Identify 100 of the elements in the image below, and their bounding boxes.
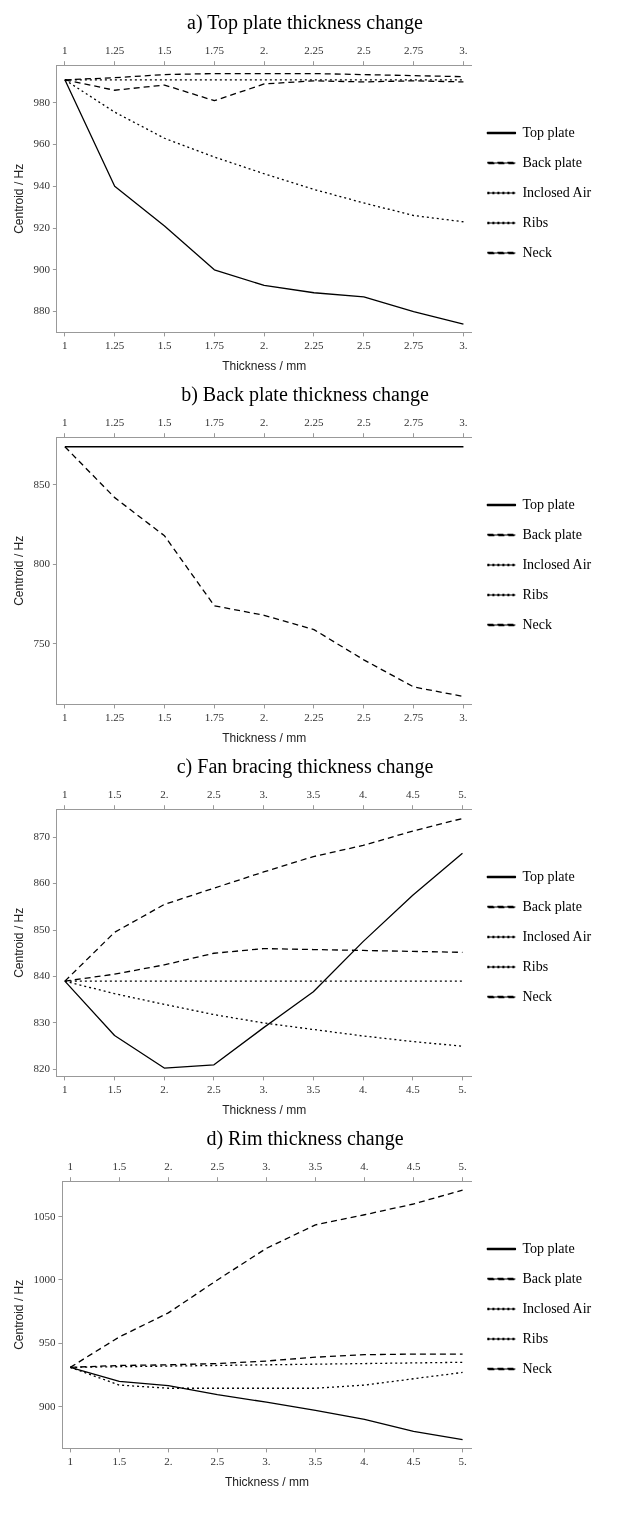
y-tick-label: 920 xyxy=(33,220,51,233)
x2-tick-label: 1 xyxy=(62,44,68,57)
x2-tick-label: 5. xyxy=(458,1160,467,1173)
x2-tick-label: 1 xyxy=(62,788,68,801)
x-tick-label: 4. xyxy=(358,1082,368,1095)
x-tick-label: 1.75 xyxy=(204,710,225,723)
x-tick-label: 2.5 xyxy=(356,710,372,723)
legend-label: Ribs xyxy=(522,1330,549,1346)
x2-tick-label: 2. xyxy=(164,1160,173,1173)
x2-tick-label: 1 xyxy=(67,1160,73,1173)
y-tick-label: 830 xyxy=(33,1015,51,1028)
x-tick-label: 4.5 xyxy=(405,1082,421,1095)
x-tick-label: 2.5 xyxy=(207,1082,222,1095)
y-tick-label: 880 xyxy=(33,304,51,317)
x-tick-label: 3. xyxy=(259,1082,269,1095)
x2-tick-label: 1 xyxy=(62,416,68,429)
y-tick-label: 850 xyxy=(33,477,51,490)
legend-label: Back plate xyxy=(522,154,582,170)
legend-label: Neck xyxy=(522,988,552,1004)
legend-label: Inclosed Air xyxy=(522,1300,592,1316)
x2-tick-label: 3.5 xyxy=(306,788,321,801)
y-tick-label: 860 xyxy=(33,876,51,889)
x-tick-label: 3. xyxy=(262,1454,271,1467)
x-tick-label: 1 xyxy=(62,710,68,723)
y-tick-label: 870 xyxy=(33,829,51,842)
chart-title: d) Rim thickness change xyxy=(206,1127,404,1151)
x-tick-label: 2. xyxy=(260,710,269,723)
legend-label: Back plate xyxy=(522,898,582,914)
y-tick-label: 940 xyxy=(33,179,51,192)
x-tick-label: 1.5 xyxy=(157,710,172,723)
x2-tick-label: 1.5 xyxy=(112,1160,127,1173)
legend-label: Top plate xyxy=(522,1240,575,1256)
x-tick-label: 1.75 xyxy=(204,338,225,351)
legend-label: Top plate xyxy=(522,496,575,512)
x2-tick-label: 2.5 xyxy=(210,1160,225,1173)
legend-label: Inclosed Air xyxy=(522,928,592,944)
x-tick-label: 5. xyxy=(458,1454,467,1467)
x-tick-label: 4.5 xyxy=(406,1454,421,1467)
x-tick-label: 2.75 xyxy=(403,338,424,351)
x-tick-label: 1.5 xyxy=(157,338,172,351)
x2-tick-label: 3. xyxy=(459,44,468,57)
x-tick-label: 1 xyxy=(62,1082,68,1095)
y-tick-label: 980 xyxy=(33,95,51,108)
legend-label: Back plate xyxy=(522,526,582,542)
x2-tick-label: 2. xyxy=(260,44,269,57)
x-tick-label: 2.75 xyxy=(403,710,424,723)
x-tick-label: 2.5 xyxy=(356,338,372,351)
x2-tick-label: 1.75 xyxy=(204,44,225,57)
x2-tick-label: 2. xyxy=(160,788,169,801)
x-axis-title: Thickness / mm xyxy=(222,359,307,374)
x-tick-label: 3. xyxy=(459,338,468,351)
legend-label: Neck xyxy=(522,1360,552,1376)
legend-label: Neck xyxy=(522,616,552,632)
y-axis-title: Centroid / Hz xyxy=(11,907,26,978)
x2-tick-label: 3. xyxy=(259,788,269,801)
x-tick-label: 1.5 xyxy=(112,1454,127,1467)
y-tick-label: 820 xyxy=(33,1062,51,1075)
x-axis-title: Thickness / mm xyxy=(224,1475,309,1490)
x2-tick-label: 2.25 xyxy=(304,416,325,429)
x2-tick-label: 2.75 xyxy=(403,44,424,57)
x-axis-title: Thickness / mm xyxy=(222,731,307,746)
y-tick-label: 850 xyxy=(33,922,51,935)
x-tick-label: 1 xyxy=(67,1454,73,1467)
x2-tick-label: 4. xyxy=(360,1160,369,1173)
legend-label: Ribs xyxy=(522,214,549,230)
x2-tick-label: 2.25 xyxy=(304,44,325,57)
y-tick-label: 800 xyxy=(33,557,51,570)
y-tick-label: 900 xyxy=(38,1399,56,1412)
x-axis-title: Thickness / mm xyxy=(222,1103,307,1118)
x2-tick-label: 1.75 xyxy=(204,416,225,429)
x-tick-label: 2. xyxy=(160,1082,169,1095)
x2-tick-label: 1.5 xyxy=(107,788,122,801)
x-tick-label: 4. xyxy=(360,1454,369,1467)
legend-label: Top plate xyxy=(522,124,575,140)
legend-label: Top plate xyxy=(522,868,575,884)
x2-tick-label: 4.5 xyxy=(406,1160,421,1173)
x-tick-label: 2. xyxy=(260,338,269,351)
legend-label: Neck xyxy=(522,244,552,260)
x2-tick-label: 3. xyxy=(459,416,468,429)
x2-tick-label: 4. xyxy=(358,788,368,801)
legend-label: Ribs xyxy=(522,586,549,602)
x-tick-label: 2. xyxy=(164,1454,173,1467)
x2-tick-label: 2.75 xyxy=(403,416,424,429)
legend-label: Inclosed Air xyxy=(522,184,592,200)
y-axis-title: Centroid / Hz xyxy=(11,163,26,234)
x2-tick-label: 4.5 xyxy=(405,788,421,801)
x2-tick-label: 3. xyxy=(262,1160,271,1173)
x-tick-label: 1.5 xyxy=(107,1082,122,1095)
legend-label: Ribs xyxy=(522,958,549,974)
legend-label: Back plate xyxy=(522,1270,582,1286)
x-tick-label: 2.5 xyxy=(210,1454,225,1467)
y-tick-label: 950 xyxy=(38,1336,56,1349)
chart-title: a) Top plate thickness change xyxy=(187,11,424,35)
x2-tick-label: 2.5 xyxy=(356,416,372,429)
x-tick-label: 2.25 xyxy=(304,338,325,351)
x2-tick-label: 2. xyxy=(260,416,269,429)
x-tick-label: 3. xyxy=(459,710,468,723)
x2-tick-label: 1.25 xyxy=(105,416,125,429)
x2-tick-label: 2.5 xyxy=(356,44,372,57)
y-tick-label: 750 xyxy=(33,636,51,649)
